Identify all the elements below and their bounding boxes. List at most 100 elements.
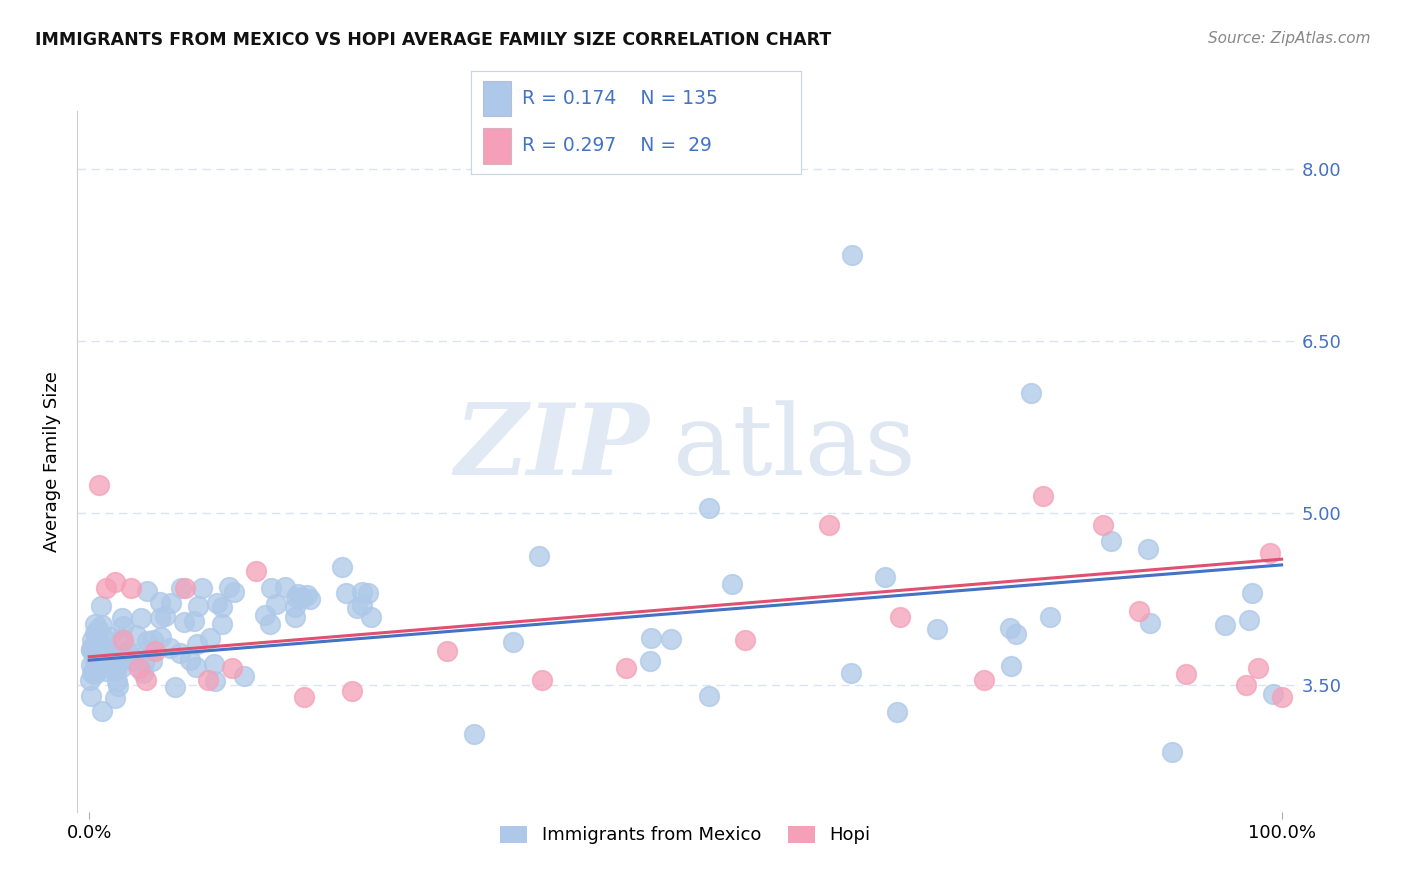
Point (82, 639, 104, 653)
Point (1099, 534, 1122, 549)
Point (91, 650, 114, 665)
Point (86, 651, 108, 665)
Point (973, 673, 995, 687)
Point (889, 609, 911, 624)
Point (291, 591, 314, 605)
Point (218, 580, 240, 594)
Point (89, 643, 111, 657)
Point (204, 674, 226, 689)
Point (531, 673, 554, 687)
Point (84, 660, 107, 674)
Point (83, 626, 105, 640)
Point (169, 581, 191, 595)
Point (111, 659, 134, 673)
Point (1137, 541, 1160, 556)
Point (335, 586, 357, 600)
Point (120, 648, 142, 662)
Point (886, 706, 908, 720)
Point (138, 643, 160, 657)
Point (80, 642, 103, 657)
Point (86, 651, 108, 665)
Point (284, 590, 307, 604)
Point (104, 690, 127, 705)
Point (90, 599, 112, 613)
Point (169, 646, 191, 660)
Point (1237, 613, 1260, 627)
Point (274, 580, 297, 594)
Point (142, 632, 165, 647)
Point (259, 617, 281, 632)
Point (86, 658, 108, 673)
Point (284, 610, 307, 624)
Point (98, 630, 121, 644)
Point (87, 477, 110, 491)
Point (94, 643, 117, 657)
Point (173, 615, 195, 629)
Point (264, 597, 287, 611)
Point (159, 641, 181, 656)
Point (110, 654, 132, 668)
Point (284, 599, 307, 614)
Point (1240, 586, 1263, 600)
Point (346, 601, 368, 615)
Point (96, 648, 118, 663)
Point (221, 661, 243, 675)
FancyBboxPatch shape (482, 80, 510, 117)
Point (90, 618, 112, 632)
Point (135, 673, 157, 687)
Point (125, 628, 148, 642)
Point (84, 656, 107, 670)
Point (117, 644, 139, 658)
Point (245, 564, 267, 578)
Point (79, 657, 101, 672)
Legend: Immigrants from Mexico, Hopi: Immigrants from Mexico, Hopi (494, 819, 877, 852)
Point (86, 629, 108, 643)
Point (111, 631, 134, 645)
Point (150, 630, 173, 644)
Point (233, 668, 256, 682)
Point (184, 660, 207, 674)
Point (1213, 618, 1236, 632)
Text: ZIP: ZIP (454, 400, 650, 496)
Point (817, 517, 839, 532)
Point (112, 650, 135, 665)
Point (295, 588, 318, 602)
Text: IMMIGRANTS FROM MEXICO VS HOPI AVERAGE FAMILY SIZE CORRELATION CHART: IMMIGRANTS FROM MEXICO VS HOPI AVERAGE F… (35, 31, 831, 49)
Point (83, 665, 105, 679)
Point (1139, 616, 1161, 631)
Point (260, 582, 283, 596)
Text: Source: ZipAtlas.com: Source: ZipAtlas.com (1208, 31, 1371, 46)
Point (697, 689, 720, 703)
Point (254, 608, 277, 623)
Point (94, 581, 117, 595)
Point (1000, 658, 1022, 673)
Point (211, 599, 233, 614)
Point (79, 673, 101, 687)
Point (173, 581, 195, 595)
Point (1091, 517, 1114, 532)
Point (360, 610, 382, 624)
Point (155, 608, 177, 623)
Point (340, 684, 363, 698)
Point (90, 650, 112, 665)
Point (734, 632, 756, 647)
Y-axis label: Average Family Size: Average Family Size (42, 371, 60, 552)
Point (134, 656, 156, 670)
Point (198, 631, 221, 645)
Point (94, 632, 117, 647)
Point (207, 596, 229, 610)
Point (80, 643, 103, 657)
Point (298, 592, 321, 607)
Point (128, 661, 150, 675)
Point (98, 642, 121, 657)
Point (1004, 627, 1026, 641)
Point (82, 644, 104, 658)
Point (186, 599, 208, 613)
Point (350, 584, 373, 599)
Point (1271, 690, 1294, 704)
Point (720, 577, 742, 591)
Point (1261, 687, 1284, 701)
Point (90, 704, 112, 718)
Point (1019, 385, 1042, 400)
Point (875, 570, 897, 584)
